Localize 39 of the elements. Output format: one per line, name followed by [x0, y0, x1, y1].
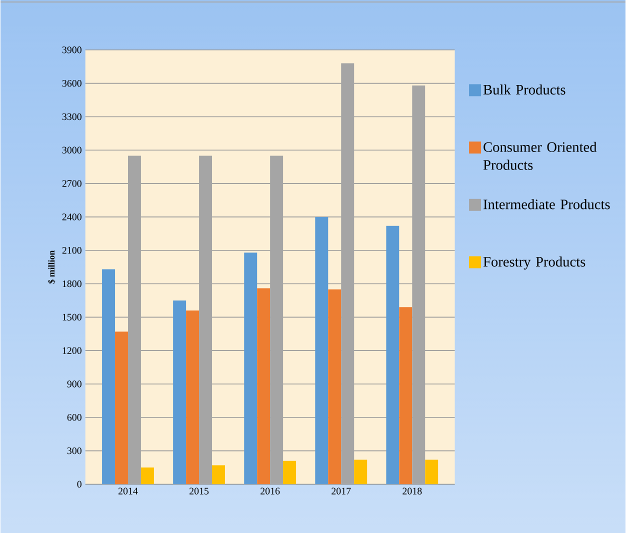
x-tick-label: 2017 [332, 488, 351, 494]
bar [328, 289, 342, 484]
bar [354, 460, 368, 484]
y-tick-label: 900 [67, 380, 82, 388]
bar [140, 467, 154, 484]
x-tick-label: 2018 [402, 488, 422, 494]
x-tick-label: 2014 [118, 488, 138, 494]
bar [173, 300, 186, 484]
y-tick-label: 3600 [62, 80, 82, 87]
y-tick-label: 1800 [62, 280, 82, 288]
y-tick-label: 3000 [62, 146, 82, 154]
y-tick-label: 600 [67, 414, 82, 421]
bar [315, 216, 328, 484]
bar [212, 465, 225, 484]
y-tick-label: 0 [77, 480, 82, 488]
legend-label: Forestry Products [483, 256, 586, 270]
y-tick-label: 3300 [62, 113, 82, 120]
bar [115, 332, 128, 484]
bar [102, 269, 116, 484]
bar [186, 310, 200, 484]
legend-label: Consumer Oriented Products [483, 142, 597, 170]
bar [257, 288, 270, 484]
x-tick-label: 2015 [190, 488, 209, 494]
y-tick-label: 300 [67, 447, 82, 454]
bar [425, 460, 438, 484]
y-tick-label: 2700 [62, 180, 82, 187]
legend-label: Bulk Products [483, 84, 566, 95]
bar [399, 307, 412, 484]
bar [244, 252, 258, 484]
legend-label: Intermediate Products [484, 199, 610, 210]
bar [283, 460, 296, 484]
bar [386, 226, 400, 484]
y-tick-label: 3900 [62, 46, 82, 54]
y-tick-label: 2400 [62, 214, 82, 220]
y-axis-title: $ million [48, 250, 56, 284]
x-tick-label: 2016 [260, 488, 280, 494]
y-tick-label: 2100 [62, 246, 82, 254]
y-tick-label: 1200 [62, 347, 82, 354]
y-tick-label: 1500 [62, 314, 82, 320]
